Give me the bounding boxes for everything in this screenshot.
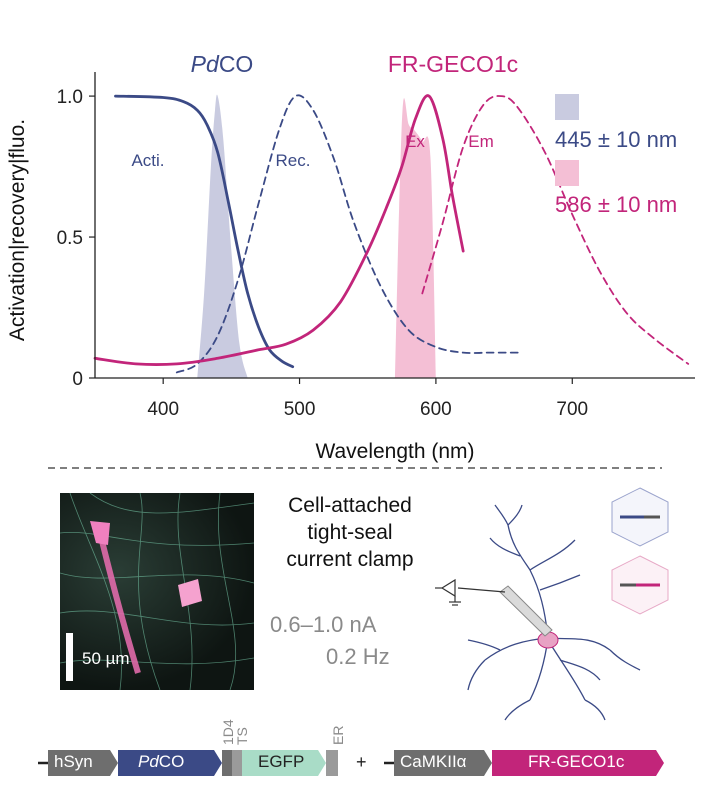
frgeco-construct-label: FR-GECO1c [528, 752, 625, 771]
recording-title-line: current clamp [286, 548, 414, 571]
annotation-acti: Acti. [131, 151, 164, 170]
y-tick-label: 0.5 [57, 228, 83, 249]
frgeco-gene [492, 750, 664, 776]
y-axis-label: Activation|recovery|fluo. [6, 119, 29, 341]
recording-title: Cell-attached tight-seal current clamp [250, 492, 450, 573]
y-tick-label: 0 [72, 369, 83, 390]
legend-swatch-pink [555, 160, 579, 186]
camkii-promoter [394, 750, 492, 776]
title-frgeco: FR-GECO1c [388, 51, 518, 77]
capsid-frgeco-icon [611, 555, 669, 615]
x-tick-label: 600 [420, 399, 452, 420]
scale-bar-label: 50 µm [82, 649, 130, 668]
series-line-em [421, 95, 690, 365]
capsid-pdco-icon [611, 487, 669, 547]
tag-1d4 [222, 750, 232, 776]
construct-map [38, 750, 664, 776]
x-tick-label: 700 [556, 399, 588, 420]
annotation-em: Em [468, 132, 494, 151]
filter-band-blue [197, 94, 248, 379]
scale-bar [66, 633, 73, 681]
tag-ts [232, 750, 242, 776]
annotation-rec: Rec. [276, 151, 311, 170]
x-axis-label: Wavelength (nm) [315, 440, 474, 463]
legend-swatch-blue [555, 94, 579, 120]
tag-er-text: ER [330, 725, 346, 745]
x-tick-label: 500 [284, 399, 316, 420]
camkii-label: CaMKIIα [400, 752, 467, 771]
stim-frequency: 0.2 Hz [326, 644, 390, 669]
neuron-illustration [435, 504, 641, 721]
micrograph-image: 50 µm [60, 493, 254, 690]
hsyn-label: hSyn [54, 752, 93, 771]
recording-title-line: tight-seal [307, 521, 393, 544]
tag-er [326, 750, 338, 776]
title-pdco: PdCO [191, 51, 254, 77]
y-tick-label: 1.0 [57, 87, 83, 108]
legend-label-pink: 586 ± 10 nm [555, 192, 677, 217]
tag-ts-text: TS [234, 727, 250, 745]
hsyn-promoter [48, 750, 118, 776]
egfp-label: EGFP [258, 752, 305, 771]
pdco-construct-label: PdCO [138, 752, 185, 771]
series-line-acti [114, 94, 295, 369]
pdco-gene [118, 750, 222, 776]
series-line-ex [93, 94, 465, 366]
spectra-plot: 400 500 600 700 0 0.5 1.0 Wavelength (nm) Activa… [6, 51, 695, 463]
micrograph-content [60, 493, 254, 690]
series-line-rec [175, 94, 519, 374]
x-tick-label: 400 [147, 399, 179, 420]
legend-label-blue: 445 ± 10 nm [555, 127, 677, 152]
recording-title-line: Cell-attached [288, 494, 412, 517]
annotation-ex: Ex [405, 132, 425, 151]
egfp-gene [242, 750, 326, 776]
stim-current: 0.6–1.0 nA [270, 612, 377, 637]
plus-sign: + [356, 752, 367, 772]
filter-band-pink [395, 98, 436, 378]
